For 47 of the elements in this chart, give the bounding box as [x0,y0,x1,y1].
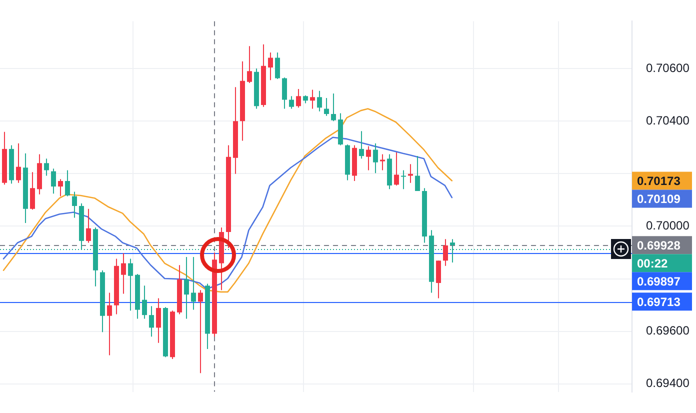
candlestick [436,260,441,299]
candlestick [317,90,322,112]
candlestick [149,306,154,338]
candlestick [16,142,21,184]
candlestick [331,92,336,122]
ref-line-label: 0.69713 [637,294,681,309]
candlestick [247,46,252,84]
candlestick [65,170,70,197]
candlestick [51,168,56,194]
candlestick [380,154,385,171]
candlestick [107,292,112,356]
candlestick [191,256,196,310]
candlestick [359,130,364,160]
text: 00:22 [637,256,668,270]
candlestick [121,252,126,294]
ref-line-label: 0.69928 [637,238,681,252]
candlestick [324,97,329,116]
y-tick-label: 0.69600 [646,324,690,338]
candlestick [394,152,399,186]
candlestick [415,156,420,192]
candlestick [373,142,378,174]
candlestick [296,88,301,108]
candlestick [128,258,133,312]
y-tick-label: 0.70000 [646,218,690,233]
text: 0.70173 [637,174,681,188]
candlestick [86,208,91,244]
candlestick [184,256,189,320]
candlestick [310,89,315,110]
ref-line-label: 0.69897 [637,274,681,288]
y-tick-label: 0.70600 [646,60,690,75]
candlestick [58,178,63,197]
candlestick [44,158,49,176]
candlestick [72,191,77,218]
candlestick [156,298,161,344]
candlestick [289,96,294,110]
candlestick [443,238,448,266]
candlestick [142,285,147,320]
candlestick [198,290,203,374]
candlestick [401,170,406,190]
candlestick [366,146,371,171]
text: 0.70109 [637,192,681,206]
candlestick [275,52,280,80]
y-tick-label: 0.69400 [646,376,690,390]
candlestick [30,172,35,210]
candlestick [268,52,273,81]
y-tick-label: 0.70400 [646,113,690,128]
candlestick [282,76,287,110]
